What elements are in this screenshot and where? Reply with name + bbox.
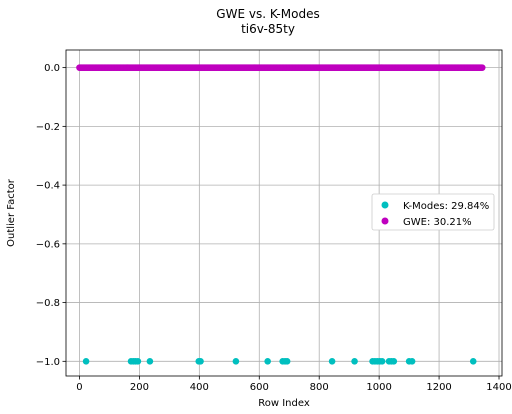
kmodes-series	[82, 358, 477, 365]
kmodes-point	[408, 358, 416, 365]
x-tick-label: 400	[190, 382, 209, 393]
x-tick-label: 1000	[366, 382, 391, 393]
kmodes-point	[197, 358, 204, 365]
kmodes-point	[134, 358, 142, 365]
y-tick-label: −0.2	[36, 122, 60, 133]
kmodes-point	[390, 358, 398, 365]
x-tick-label: 800	[310, 382, 329, 393]
x-tick-label: 1200	[426, 382, 451, 393]
kmodes-point	[146, 358, 154, 365]
x-tick-label: 600	[250, 382, 269, 393]
plot-frame	[65, 49, 503, 377]
kmodes-point	[351, 358, 358, 365]
gwe-series	[76, 64, 486, 71]
chart-title: GWE vs. K-Modes	[216, 7, 319, 21]
legend-label-gwe: GWE: 30.21%	[403, 217, 472, 228]
legend-marker-gwe	[381, 217, 389, 225]
axis-ticks: 0 200 400 600 800 1000 1200 1400 0.0 −0.2 −0.4 −0.6…	[36, 63, 512, 393]
y-tick-label: −0.6	[36, 239, 60, 250]
legend-label-kmodes: K-Modes: 29.84%	[403, 201, 489, 212]
legend-marker-kmodes	[381, 201, 389, 209]
x-axis-label: Row Index	[258, 398, 310, 409]
kmodes-point	[378, 358, 386, 365]
gwe-point	[478, 64, 486, 71]
kmodes-point	[82, 358, 90, 365]
y-axis-label: Outlier Factor	[6, 178, 17, 247]
kmodes-point	[328, 358, 336, 365]
x-tick-label: 200	[130, 382, 149, 393]
kmodes-point	[469, 358, 477, 365]
x-tick-label: 1400	[486, 382, 511, 393]
y-tick-label: −0.8	[36, 298, 60, 309]
x-tick-label: 0	[76, 382, 82, 393]
y-tick-label: 0.0	[44, 63, 60, 74]
kmodes-point	[232, 358, 240, 365]
kmodes-point	[264, 358, 271, 365]
legend-box	[371, 193, 495, 231]
y-tick-label: −0.4	[36, 181, 60, 192]
legend: K-Modes: 29.84% GWE: 30.21%	[371, 193, 495, 231]
kmodes-point	[283, 358, 291, 365]
chart-subtitle: ti6v-85ty	[241, 22, 295, 36]
y-tick-label: −1.0	[36, 357, 60, 368]
